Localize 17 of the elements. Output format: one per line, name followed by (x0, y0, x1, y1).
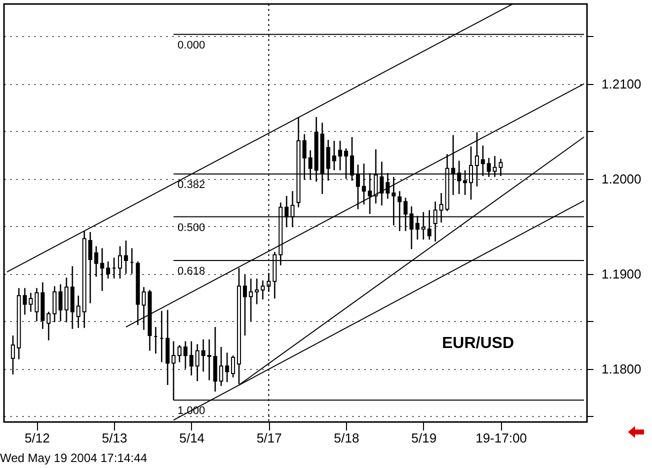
x-tick-label: 5/14 (179, 430, 205, 446)
y-tick-label: 1.1800 (602, 361, 642, 376)
x-tick-label: 5/17 (256, 430, 282, 446)
text: EUR/USD (442, 335, 514, 352)
y-tick-label: 1.1900 (602, 266, 642, 282)
series-label: 0.382 (178, 179, 206, 192)
y-tick-label: 1.2100 (602, 76, 642, 92)
series-label: 0.500 (178, 222, 206, 234)
x-tick-label: 5/13 (102, 430, 128, 446)
x-tick-label: 19-17:00 (476, 430, 527, 446)
series-label: 0.618 (178, 266, 206, 278)
text: Wed May 19 2004 17:14:44 (0, 451, 148, 465)
series-label: 0.000 (178, 39, 206, 52)
x-tick-label: 5/12 (24, 430, 50, 446)
x-tick-label: 5/19 (411, 430, 437, 446)
y-tick-label: 1.2000 (602, 171, 642, 186)
x-tick-label: 5/18 (334, 430, 360, 446)
